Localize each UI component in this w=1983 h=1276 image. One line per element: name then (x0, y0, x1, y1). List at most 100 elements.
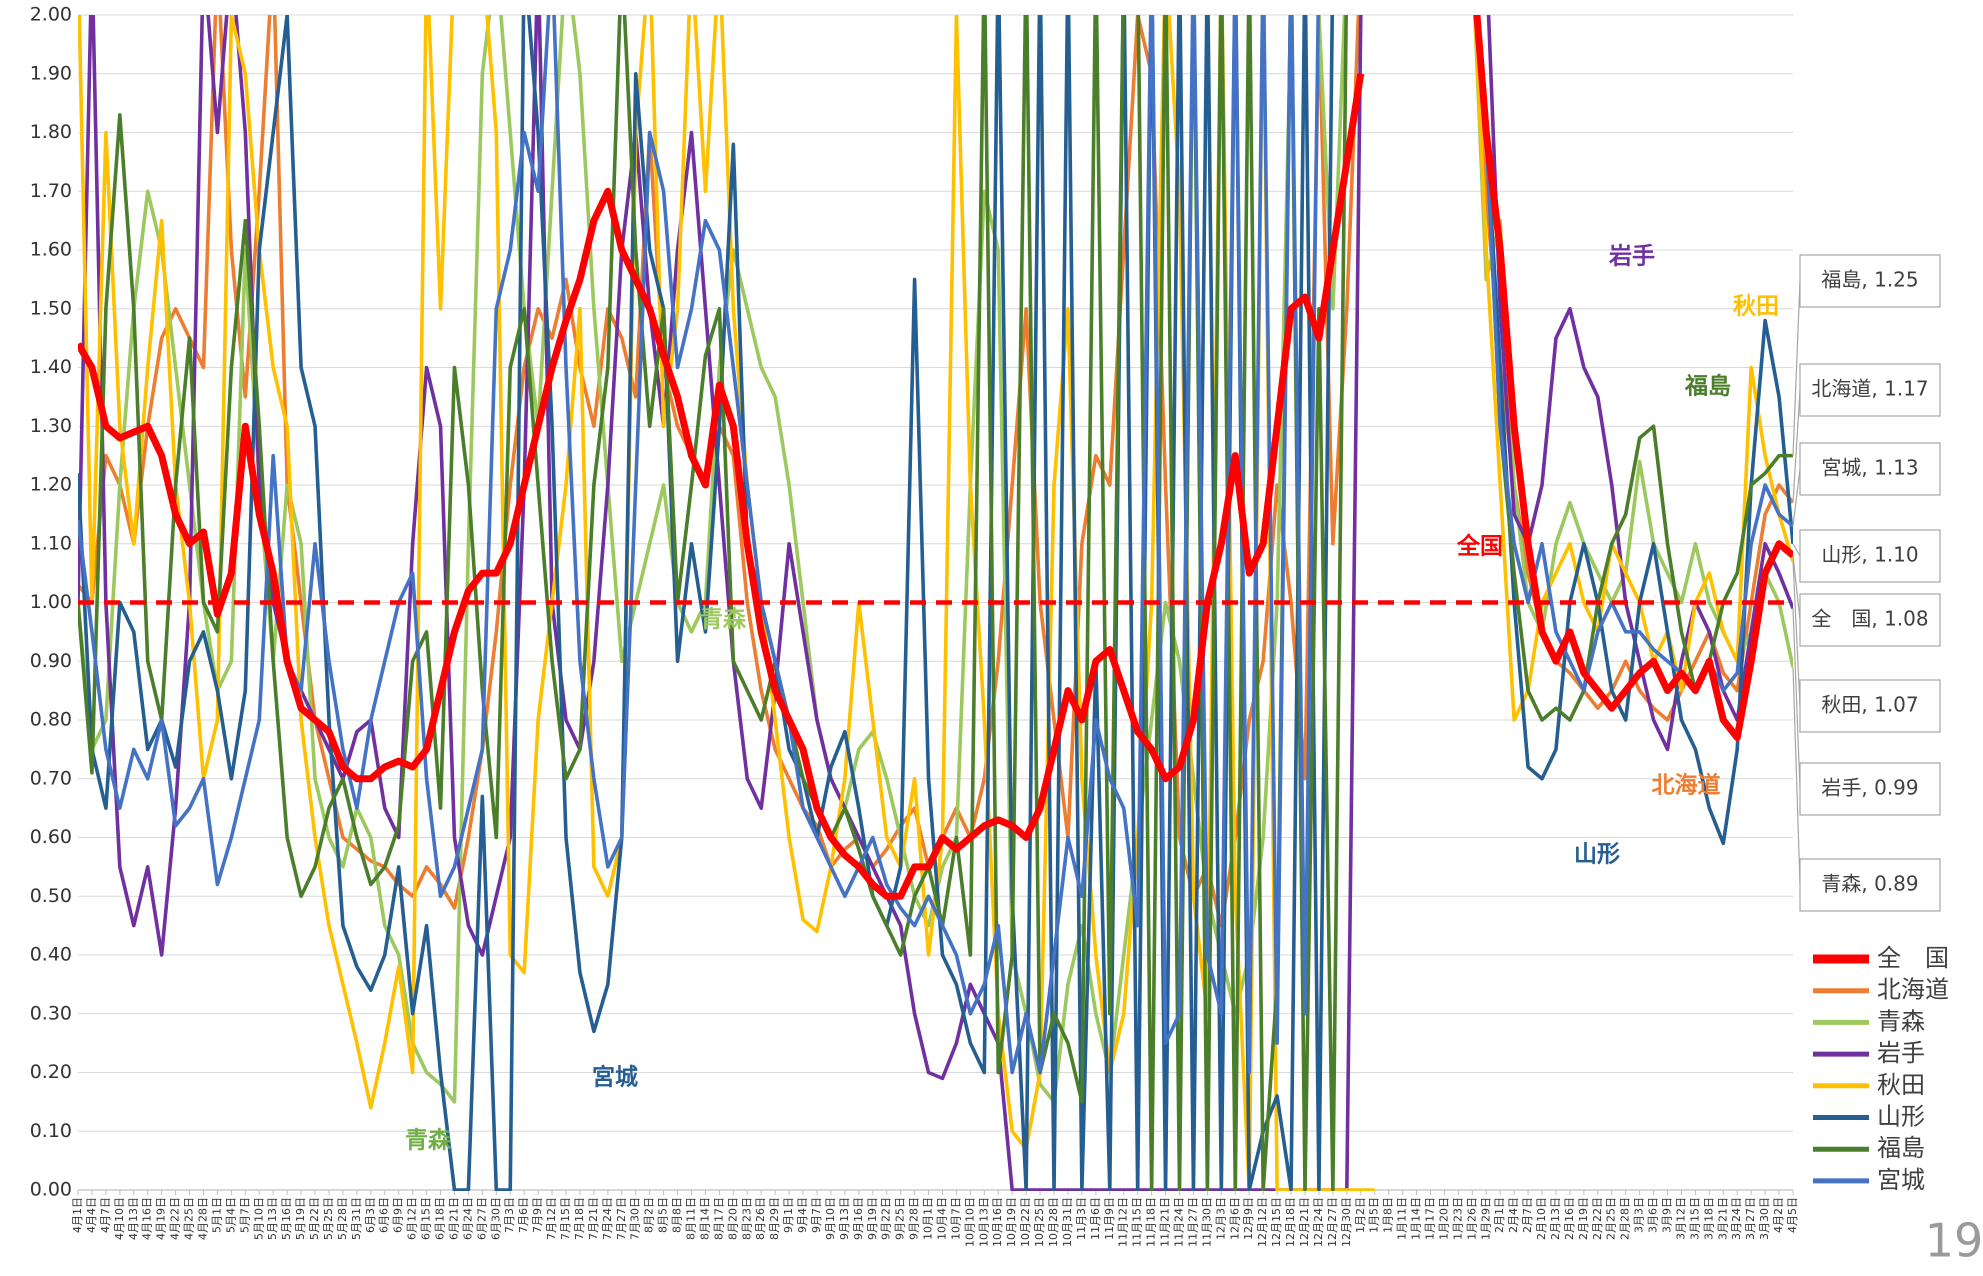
callout-leader (1792, 667, 1801, 886)
x-tick-label: 6月30日 (489, 1197, 502, 1240)
x-tick-label: 11月30日 (1200, 1197, 1213, 1247)
annotation: 福島 (1684, 373, 1731, 400)
x-tick-label: 3月3日 (1633, 1197, 1646, 1233)
x-tick-label: 2月22日 (1591, 1197, 1604, 1240)
x-tick-label: 7月30日 (629, 1197, 642, 1240)
x-tick-label: 5月25日 (322, 1197, 335, 1240)
y-tick-label: 1.50 (30, 297, 72, 319)
x-tick-label: 2月4日 (1507, 1197, 1520, 1233)
legend-label: 宮城 (1877, 1166, 1925, 1194)
callout-box (1799, 442, 1941, 496)
x-tick-label: 5月22日 (308, 1197, 321, 1240)
x-tick-label: 9月22日 (880, 1197, 893, 1240)
y-tick-label: 1.10 (30, 532, 72, 554)
x-tick-label: 10月16日 (991, 1197, 1004, 1247)
series-line (1475, 15, 1793, 722)
x-tick-label: 5月10日 (252, 1197, 265, 1240)
x-tick-label: 11月6日 (1089, 1197, 1102, 1240)
x-tick-label: 6月6日 (378, 1197, 391, 1233)
y-tick-label: 0.10 (30, 1120, 72, 1142)
series-line (78, 15, 1375, 1191)
x-tick-label: 1月20日 (1437, 1197, 1450, 1240)
legend-label: 秋田 (1877, 1071, 1925, 1099)
callout-box (1799, 858, 1941, 912)
annotation: 全国 (1456, 533, 1503, 560)
x-tick-label: 4月10日 (113, 1197, 126, 1240)
x-tick-label: 3月12日 (1674, 1197, 1687, 1240)
y-tick-label: 0.80 (30, 709, 72, 731)
x-tick-label: 6月15日 (420, 1197, 433, 1240)
x-tick-label: 8月8日 (671, 1197, 684, 1233)
x-tick-label: 5月7日 (238, 1197, 251, 1233)
x-tick-label: 2月13日 (1549, 1197, 1562, 1240)
y-tick-label: 1.40 (30, 356, 72, 378)
x-tick-label: 8月23日 (740, 1197, 753, 1240)
x-tick-label: 1月2日 (1354, 1197, 1367, 1233)
x-tick-label: 8月26日 (754, 1197, 767, 1240)
x-tick-label: 10月13日 (977, 1197, 990, 1247)
x-tick-label: 1月23日 (1451, 1197, 1464, 1240)
x-tick-label: 5月31日 (350, 1197, 363, 1240)
annotation: 宮城 (592, 1064, 638, 1091)
callout-box (1799, 529, 1941, 583)
callout-label: 福島, 1.25 (1821, 268, 1918, 292)
x-tick-label: 5月13日 (266, 1197, 279, 1240)
x-tick-label: 4月22日 (169, 1197, 182, 1240)
x-tick-label: 4月19日 (155, 1197, 168, 1240)
callout-leader (1792, 555, 1801, 621)
callout-label: 宮城, 1.13 (1821, 456, 1918, 480)
series-line (1475, 15, 1793, 846)
x-tick-label: 7月3日 (503, 1197, 516, 1233)
y-tick-label: 1.70 (30, 180, 72, 202)
y-tick-label: 0.50 (30, 885, 72, 907)
y-tick-label: 0.60 (30, 826, 72, 848)
x-tick-label: 9月28日 (908, 1197, 921, 1240)
x-tick-label: 9月16日 (852, 1197, 865, 1240)
annotation: 山形 (1574, 842, 1620, 868)
legend-label: 岩手 (1877, 1039, 1925, 1067)
callout-label: 秋田, 1.07 (1821, 693, 1918, 717)
x-tick-label: 6月21日 (447, 1197, 460, 1240)
x-tick-label: 3月30日 (1758, 1197, 1771, 1240)
x-tick-label: 12月15日 (1270, 1197, 1283, 1247)
callout-leader (1792, 468, 1801, 527)
x-tick-label: 12月27日 (1326, 1197, 1339, 1247)
x-tick-label: 5月16日 (280, 1197, 293, 1240)
x-tick-label: 1月26日 (1465, 1197, 1478, 1240)
x-tick-label: 10月1日 (922, 1197, 935, 1240)
x-tick-label: 11月15日 (1131, 1197, 1144, 1247)
x-tick-label: 7月24日 (601, 1197, 614, 1240)
x-tick-label: 1月8日 (1382, 1197, 1395, 1233)
x-tick-label: 10月28日 (1047, 1197, 1060, 1247)
x-tick-label: 7月12日 (545, 1197, 558, 1240)
legend-label: 全 国 (1877, 944, 1949, 972)
x-tick-label: 1月29日 (1479, 1197, 1492, 1240)
x-tick-label: 8月14日 (698, 1197, 711, 1240)
x-tick-label: 5月1日 (210, 1197, 223, 1233)
x-tick-label: 6月27日 (475, 1197, 488, 1240)
x-tick-label: 12月24日 (1312, 1197, 1325, 1247)
plot-area (78, 15, 1793, 1191)
x-tick-label: 10月7日 (949, 1197, 962, 1240)
x-tick-label: 9月1日 (782, 1197, 795, 1233)
x-tick-label: 3月15日 (1688, 1197, 1701, 1240)
legend-label: 山形 (1877, 1103, 1925, 1131)
x-tick-label: 6月18日 (434, 1197, 447, 1240)
annotation: 青森 (405, 1127, 452, 1154)
series-line (1475, 15, 1793, 693)
x-tick-label: 2月7日 (1521, 1197, 1534, 1233)
legend-label: 福島 (1877, 1134, 1925, 1162)
x-tick-label: 11月24日 (1173, 1197, 1186, 1247)
x-tick-label: 9月7日 (810, 1197, 823, 1233)
y-tick-label: 1.30 (30, 415, 72, 437)
x-tick-label: 2月25日 (1605, 1197, 1618, 1240)
x-tick-label: 5月4日 (224, 1197, 237, 1233)
x-tick-label: 10月25日 (1033, 1197, 1046, 1247)
x-tick-label: 4月7日 (99, 1197, 112, 1233)
x-tick-label: 4月25日 (183, 1197, 196, 1240)
x-tick-label: 4月13日 (127, 1197, 140, 1240)
x-tick-label: 8月17日 (712, 1197, 725, 1240)
x-tick-label: 2月1日 (1493, 1197, 1506, 1233)
x-tick-label: 1月5日 (1368, 1197, 1381, 1233)
x-tick-label: 8月5日 (657, 1197, 670, 1233)
